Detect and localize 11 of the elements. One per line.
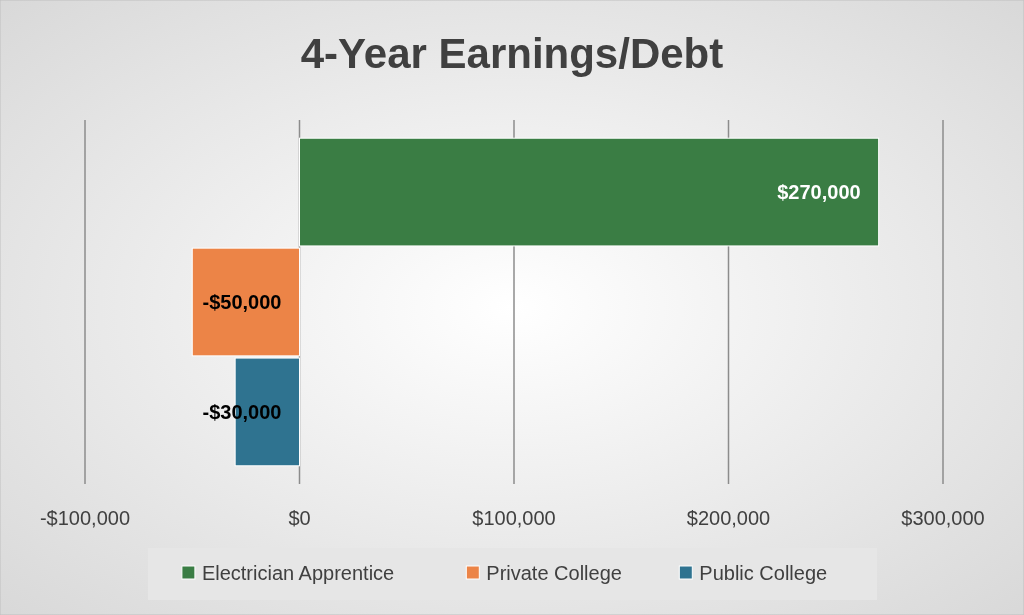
x-tick-label: $200,000: [686, 507, 771, 529]
chart-title: 4-Year Earnings/Debt: [300, 30, 724, 77]
data-label: -$50,000: [202, 291, 282, 313]
x-tick-label: $300,000: [901, 507, 985, 529]
legend-label: Electrician Apprentice: [201, 562, 395, 584]
legend-label: Public College: [699, 562, 828, 584]
legend-label: Private College: [486, 562, 622, 584]
x-tick-label: -$100,000: [39, 507, 131, 529]
data-label: $270,000: [777, 181, 861, 204]
x-tick-label: $100,000: [472, 507, 556, 529]
x-tick-label: $0: [288, 507, 311, 529]
